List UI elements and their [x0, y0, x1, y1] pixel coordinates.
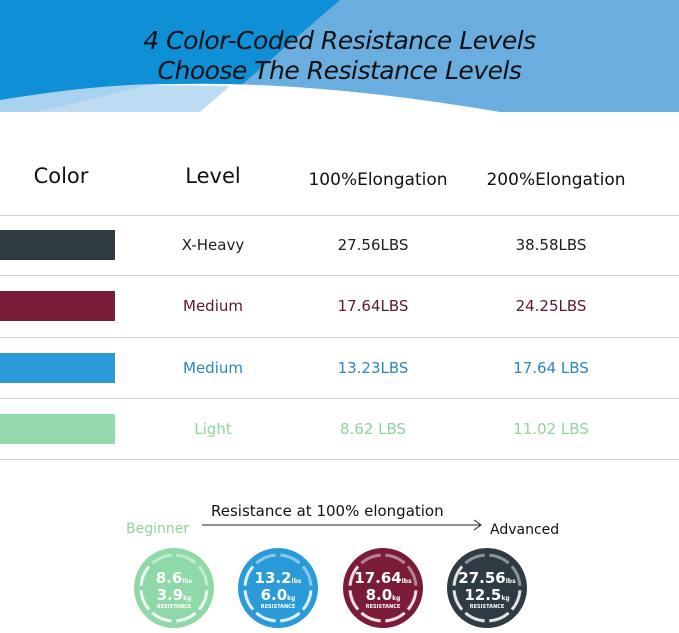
resistance-badge: 13.2lbs 6.0kg RESISTANCE: [238, 548, 318, 628]
lbs-unit: lbs: [182, 578, 193, 585]
col-header-200: 200%Elongation: [486, 170, 626, 190]
lbs-unit: lbs: [291, 578, 302, 585]
title-line-2: Choose The Resistance Levels: [157, 56, 522, 85]
resistance-label: RESISTANCE: [260, 604, 296, 610]
lbs-value: 8.6: [155, 569, 183, 587]
cell-level: Medium: [183, 297, 243, 316]
cell-level: Medium: [183, 358, 243, 377]
resistance-label: RESISTANCE: [469, 604, 505, 610]
kg-value: 6.0: [260, 586, 288, 604]
color-swatch: [0, 413, 115, 444]
kg-unit: kg: [183, 595, 192, 602]
kg-value: 3.9: [156, 586, 184, 604]
row-divider: [0, 337, 679, 338]
header-banner: [0, 0, 679, 112]
cell-e100: 8.62 LBS: [339, 419, 407, 438]
arrow-icon: [202, 519, 482, 531]
row-divider: [0, 215, 679, 216]
col-header-level: Level: [185, 164, 241, 188]
kg-unit: kg: [287, 595, 296, 602]
resistance-badge: 27.56lbs 12.5kg RESISTANCE: [447, 548, 527, 628]
color-swatch: [0, 352, 115, 383]
cell-e100: 17.64LBS: [337, 297, 409, 316]
cell-e200: 38.58LBS: [515, 236, 587, 254]
lbs-unit: lbs: [505, 578, 516, 585]
cell-e200: 11.02 LBS: [513, 419, 589, 438]
col-header-100: 100%Elongation: [308, 170, 448, 190]
scale-start-label: Beginner: [126, 521, 190, 537]
cell-e200: 24.25LBS: [515, 297, 587, 316]
col-header-color: Color: [33, 164, 89, 188]
cell-e100: 13.23LBS: [337, 358, 409, 377]
lbs-value: 27.56: [458, 569, 506, 587]
resistance-label: RESISTANCE: [365, 604, 401, 610]
resistance-badge: 17.64lbs 8.0kg RESISTANCE: [343, 548, 423, 628]
resistance-badge: 8.6lbs 3.9kg RESISTANCE: [134, 548, 214, 628]
lbs-value: 13.2: [254, 569, 292, 587]
kg-unit: kg: [501, 595, 510, 602]
kg-value: 12.5: [464, 586, 502, 604]
kg-unit: kg: [392, 595, 401, 602]
color-swatch: [0, 291, 115, 322]
lbs-unit: lbs: [401, 578, 412, 585]
row-divider: [0, 459, 679, 460]
cell-level: X-Heavy: [181, 236, 245, 254]
scale-end-label: Advanced: [490, 522, 560, 538]
row-divider: [0, 275, 679, 276]
kg-value: 8.0: [365, 586, 393, 604]
lbs-value: 17.64: [354, 569, 402, 587]
row-divider: [0, 398, 679, 399]
scale-title: Resistance at 100% elongation: [211, 502, 444, 520]
title-line-1: 4 Color-Coded Resistance Levels: [143, 26, 536, 55]
cell-e100: 27.56LBS: [337, 236, 409, 254]
color-swatch: [0, 230, 115, 260]
cell-level: Light: [194, 419, 232, 438]
resistance-label: RESISTANCE: [156, 604, 192, 610]
cell-e200: 17.64 LBS: [513, 358, 589, 377]
